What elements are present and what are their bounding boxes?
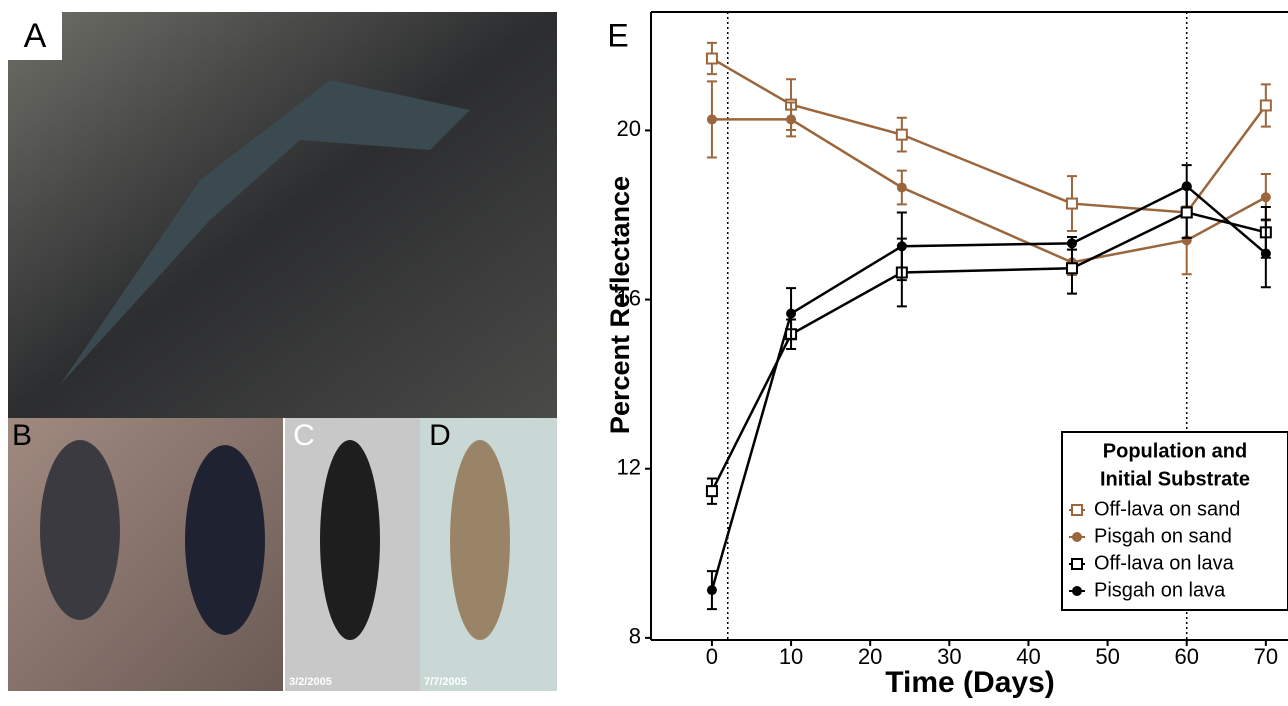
panel-label: A	[24, 17, 47, 55]
x-tick-label: 60	[1174, 644, 1198, 669]
legend-label: Pisgah on lava	[1094, 579, 1226, 601]
marker	[707, 585, 717, 595]
figure: A B C D 3/2/2005 7/7/2005 E Time (Days) …	[0, 0, 1288, 701]
marker	[1182, 207, 1192, 217]
marker	[1067, 263, 1077, 273]
y-tick-label: 20	[617, 116, 641, 141]
panel-label: B	[12, 419, 32, 452]
y-tick-label: 16	[617, 285, 641, 310]
lizard-b1	[40, 440, 120, 620]
marker	[1261, 192, 1271, 202]
legend-marker	[1072, 505, 1082, 515]
y-tick-label: 8	[629, 624, 641, 649]
legend-label: Pisgah on sand	[1094, 525, 1232, 547]
marker	[1067, 238, 1077, 248]
marker	[1067, 199, 1077, 209]
x-tick-label: 50	[1095, 644, 1119, 669]
legend-marker	[1072, 586, 1082, 596]
lizard-d	[450, 440, 510, 640]
lizard-c	[320, 440, 380, 640]
x-tick-label: 70	[1254, 644, 1278, 669]
x-tick-label: 10	[779, 644, 803, 669]
y-tick-label: 12	[617, 455, 641, 480]
marker	[1182, 181, 1192, 191]
legend-title: Initial Substrate	[1100, 468, 1250, 490]
panel-label: E	[607, 17, 628, 53]
photo-date: 3/2/2005	[289, 676, 332, 688]
legend-title: Population and	[1103, 440, 1247, 462]
photo-date: 7/7/2005	[424, 676, 467, 688]
panel-label: D	[429, 419, 451, 452]
marker	[786, 114, 796, 124]
lizard-b2	[185, 445, 265, 635]
legend-marker	[1072, 532, 1082, 542]
marker	[1261, 100, 1271, 110]
legend-marker	[1072, 559, 1082, 569]
marker	[1261, 248, 1271, 258]
x-tick-label: 20	[858, 644, 882, 669]
panel-label: C	[293, 419, 315, 452]
page: {"panels": {"a": "A", "b": "B", "c": "C"…	[0, 0, 1288, 701]
marker	[897, 130, 907, 140]
marker	[897, 241, 907, 251]
marker	[707, 486, 717, 496]
marker	[707, 54, 717, 64]
x-tick-label: 0	[706, 644, 718, 669]
x-tick-label: 40	[1016, 644, 1040, 669]
marker	[897, 183, 907, 193]
marker	[707, 114, 717, 124]
x-axis-title: Time (Days)	[885, 666, 1055, 699]
marker	[786, 309, 796, 319]
x-tick-label: 30	[937, 644, 961, 669]
legend-label: Off-lava on lava	[1094, 552, 1235, 574]
legend-label: Off-lava on sand	[1094, 498, 1240, 520]
photo-a	[8, 12, 557, 418]
